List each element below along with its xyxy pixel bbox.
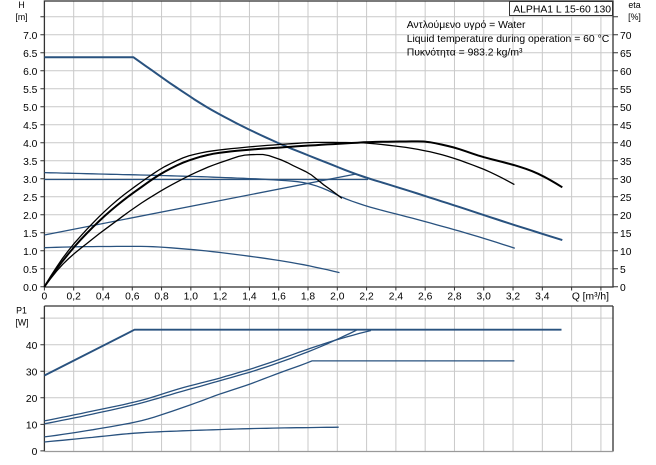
svg-text:2,8: 2,8	[447, 292, 462, 303]
svg-text:0.0: 0.0	[23, 283, 38, 294]
svg-text:2,4: 2,4	[389, 292, 404, 303]
svg-text:0,4: 0,4	[96, 292, 111, 303]
svg-text:4.0: 4.0	[23, 139, 38, 150]
svg-text:5.5: 5.5	[23, 85, 38, 96]
svg-text:H: H	[18, 0, 24, 10]
svg-text:0: 0	[32, 447, 38, 458]
svg-text:1,0: 1,0	[184, 292, 199, 303]
svg-text:0,2: 0,2	[67, 292, 82, 303]
svg-text:4.5: 4.5	[23, 121, 38, 132]
svg-text:3,4: 3,4	[535, 292, 550, 303]
svg-text:[W]: [W]	[15, 318, 28, 328]
svg-text:0: 0	[42, 292, 48, 303]
svg-text:50: 50	[620, 103, 632, 114]
svg-text:40: 40	[26, 341, 38, 352]
svg-text:35: 35	[620, 157, 632, 168]
svg-text:0: 0	[620, 283, 626, 294]
svg-text:2,2: 2,2	[359, 292, 374, 303]
svg-text:30: 30	[620, 175, 632, 186]
svg-text:ALPHA1 L 15-60 130: ALPHA1 L 15-60 130	[513, 4, 611, 15]
svg-text:0,8: 0,8	[154, 292, 169, 303]
svg-text:15: 15	[620, 229, 632, 240]
svg-text:1.0: 1.0	[23, 247, 38, 258]
svg-text:1,8: 1,8	[301, 292, 316, 303]
svg-text:eta: eta	[628, 0, 640, 10]
svg-text:Αντλούμενο υγρό = Water: Αντλούμενο υγρό = Water	[407, 19, 526, 31]
svg-text:3.0: 3.0	[23, 175, 38, 186]
svg-text:6.5: 6.5	[23, 49, 38, 60]
svg-text:20: 20	[620, 211, 632, 222]
svg-text:2,6: 2,6	[418, 292, 433, 303]
svg-text:10: 10	[26, 421, 38, 432]
svg-text:7.0: 7.0	[23, 31, 38, 42]
svg-text:0.5: 0.5	[23, 265, 38, 276]
svg-text:10: 10	[620, 247, 632, 258]
svg-text:6.0: 6.0	[23, 67, 38, 78]
svg-text:65: 65	[620, 49, 632, 60]
svg-text:Liquid temperature during oper: Liquid temperature during operation = 60…	[407, 34, 610, 45]
svg-text:1,6: 1,6	[272, 292, 287, 303]
svg-text:5: 5	[620, 265, 626, 276]
svg-text:Πυκνότητα = 983.2 kg/m³: Πυκνότητα = 983.2 kg/m³	[407, 47, 523, 59]
svg-text:20: 20	[26, 394, 38, 405]
svg-text:2,0: 2,0	[330, 292, 345, 303]
svg-text:3.5: 3.5	[23, 157, 38, 168]
svg-text:[m]: [m]	[15, 12, 27, 22]
svg-text:2.5: 2.5	[23, 193, 38, 204]
svg-text:25: 25	[620, 193, 632, 204]
svg-text:0,6: 0,6	[125, 292, 140, 303]
svg-text:3,0: 3,0	[477, 292, 492, 303]
svg-text:1,4: 1,4	[242, 292, 257, 303]
svg-text:P1: P1	[16, 306, 27, 316]
svg-text:30: 30	[26, 367, 38, 378]
svg-text:3,2: 3,2	[506, 292, 521, 303]
svg-text:60: 60	[620, 67, 632, 78]
svg-text:[%]: [%]	[628, 12, 641, 22]
svg-text:1.5: 1.5	[23, 229, 38, 240]
svg-text:40: 40	[620, 139, 632, 150]
svg-text:45: 45	[620, 121, 632, 132]
svg-text:70: 70	[620, 31, 632, 42]
svg-text:1,2: 1,2	[213, 292, 228, 303]
svg-text:Q [m³/h]: Q [m³/h]	[572, 292, 609, 303]
svg-text:55: 55	[620, 85, 632, 96]
svg-text:2.0: 2.0	[23, 211, 38, 222]
svg-text:5.0: 5.0	[23, 103, 38, 114]
